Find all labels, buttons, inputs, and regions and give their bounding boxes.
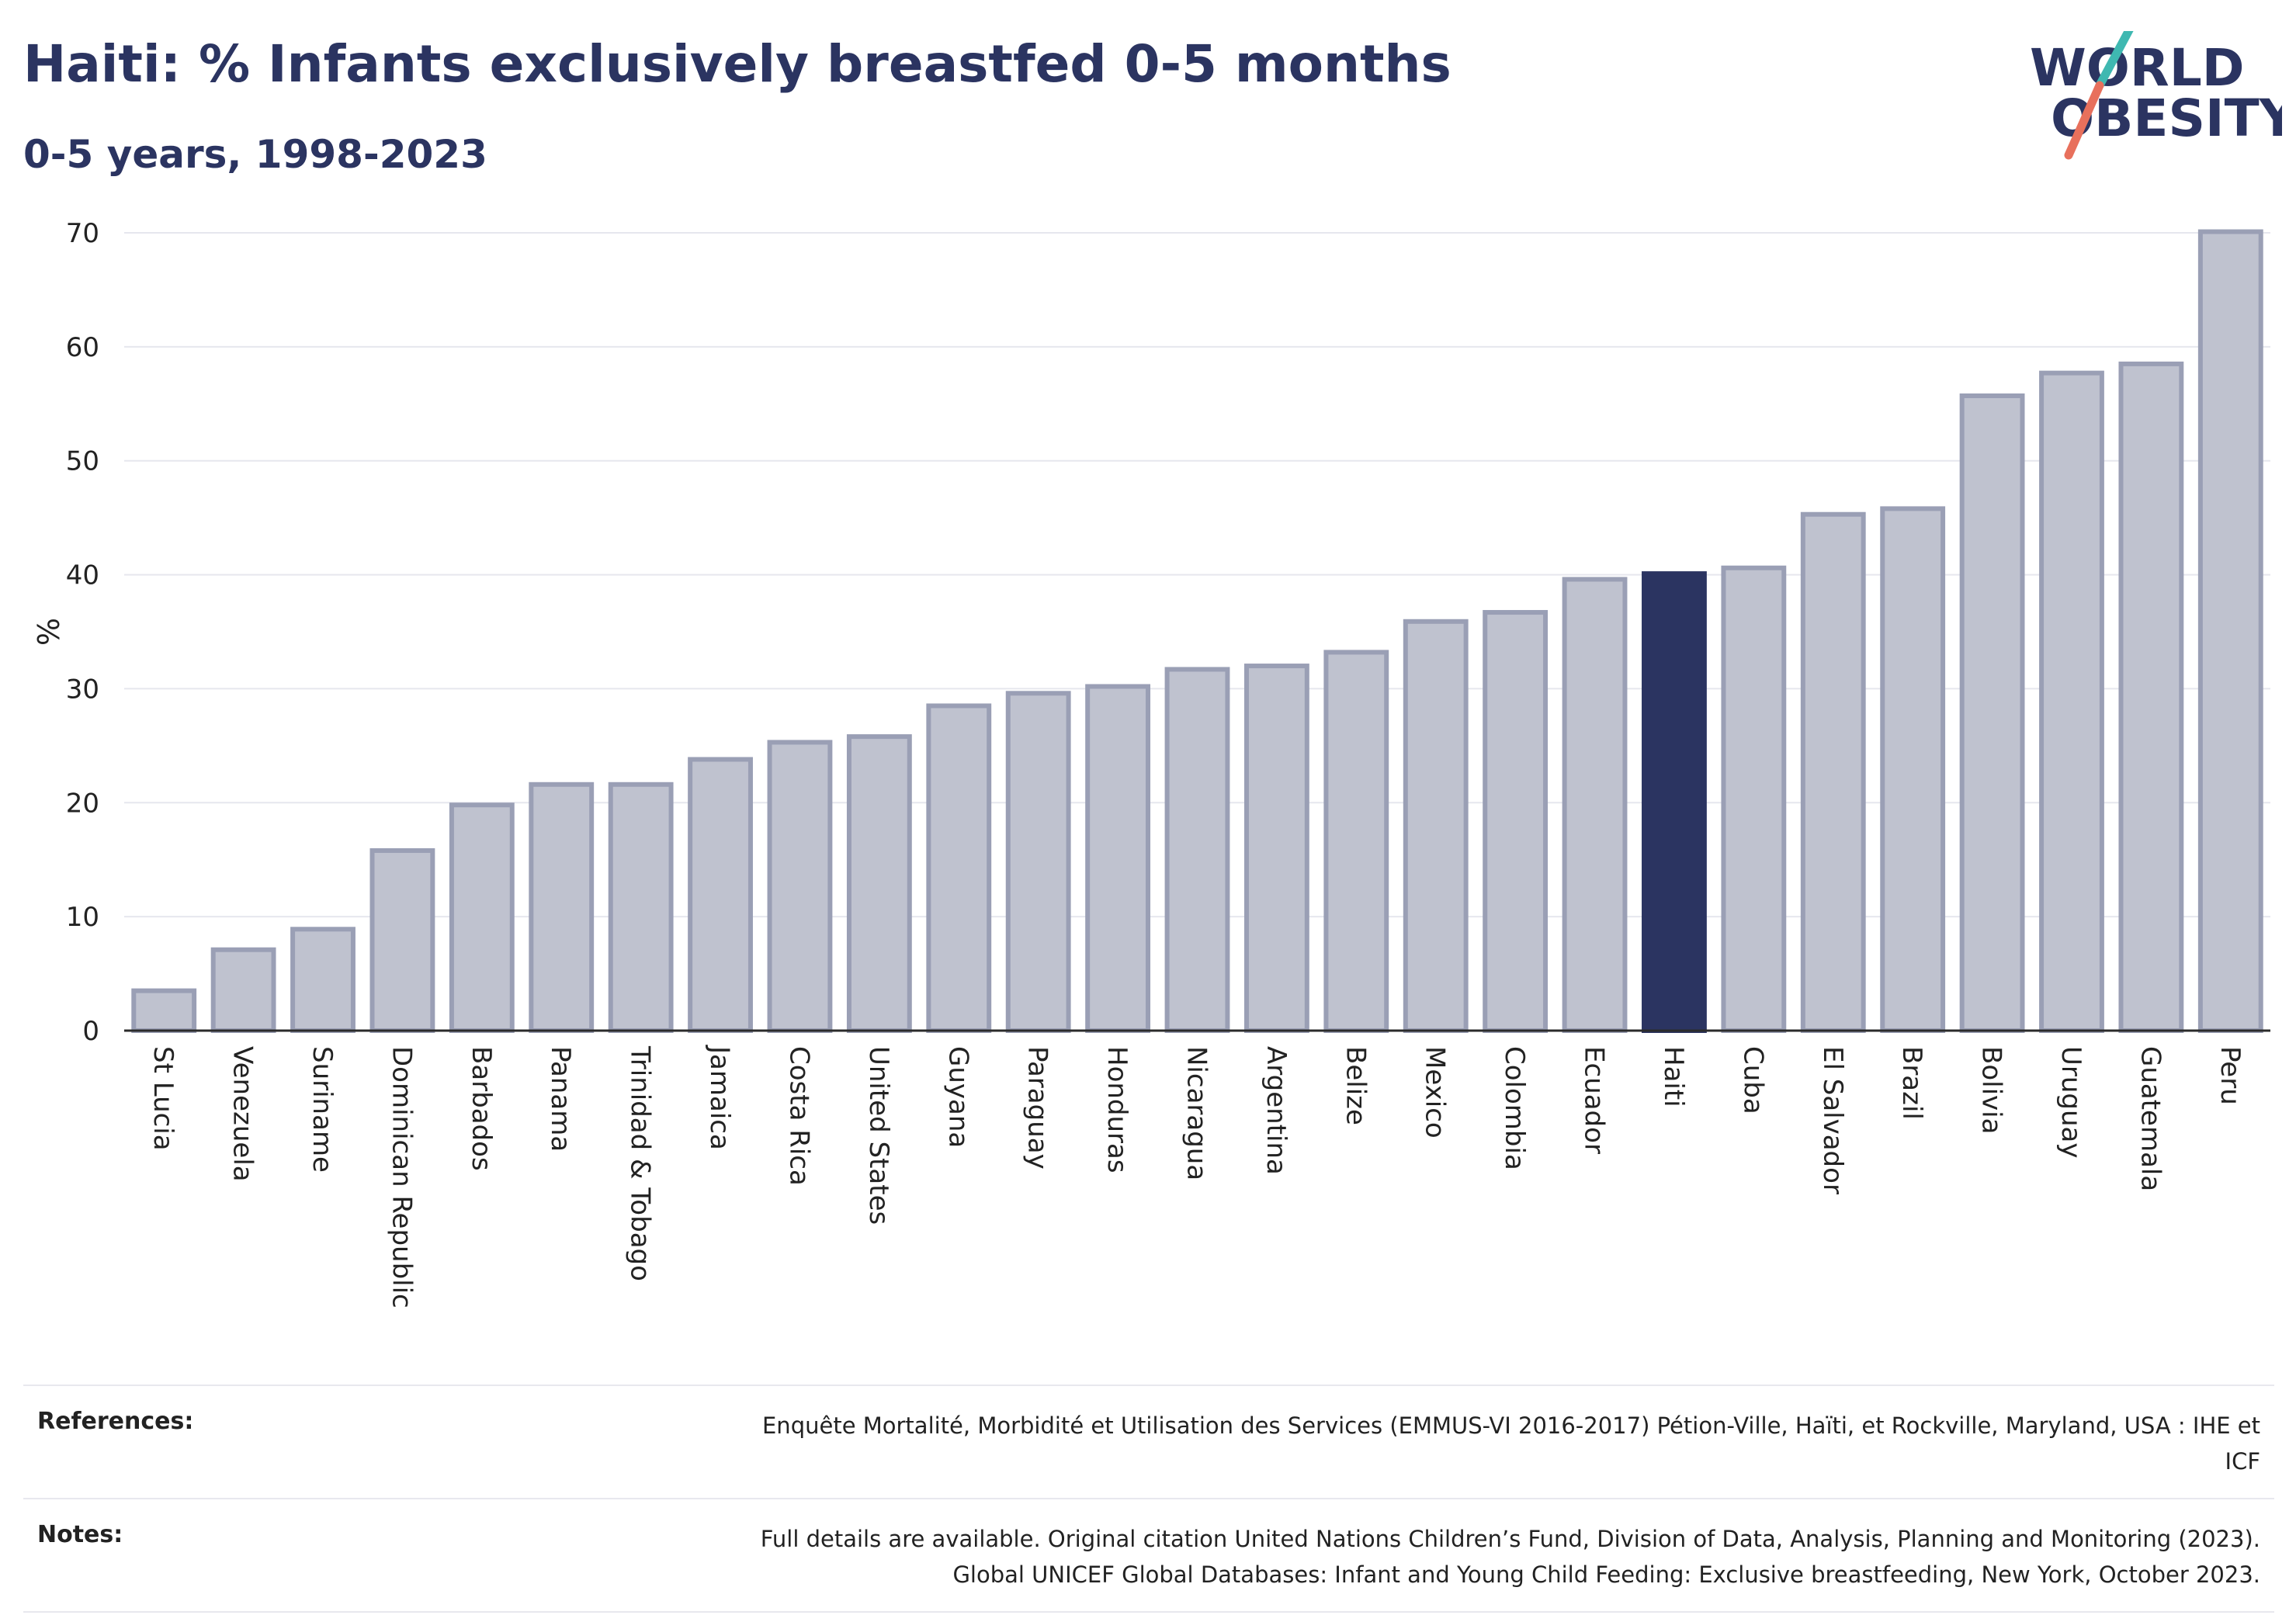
x-tick-label: Peru [2214, 1046, 2246, 1105]
x-tick-label: Paraguay [1022, 1046, 1053, 1170]
x-tick-label: Panama [545, 1046, 576, 1152]
bar-brazil [1880, 506, 1946, 1033]
y-tick-label: 30 [66, 674, 99, 705]
bars [131, 229, 2263, 1034]
notes-line-2: Global UNICEF Global Databases: Infant a… [952, 1561, 2260, 1588]
y-tick-label: 0 [82, 1016, 99, 1047]
bar-guyana [926, 703, 992, 1033]
logo-slash-bottom [2064, 81, 2104, 160]
bar-united-states [846, 734, 912, 1033]
bar-haiti [1642, 571, 1707, 1033]
y-tick-label: 50 [66, 446, 99, 477]
bar-el-salvador [1800, 511, 1866, 1033]
bar-chart: 0 10 20 30 40 50 60 70 St Lucia Venezuela Surinam… [30, 218, 2270, 1308]
notes-key: Notes: [37, 1521, 123, 1548]
x-axis-labels: St Lucia Venezuela Suriname Dominican Repub… [147, 1045, 2246, 1308]
bar-suriname [290, 927, 355, 1033]
x-tick-label: Jamaica [704, 1045, 735, 1150]
x-tick-label: Bolivia [1976, 1046, 2007, 1134]
x-tick-label: Ecuador [1579, 1046, 1610, 1154]
references-value: Enquête Mortalité, Morbidité et Utilisat… [270, 1408, 2260, 1479]
x-tick-label: Mexico [1420, 1046, 1451, 1139]
notes-line-1: Full details are available. Original cit… [760, 1526, 2260, 1552]
x-tick-label: Colombia [1499, 1046, 1530, 1170]
bar-st-lucia [131, 988, 197, 1033]
notes-value: Full details are available. Original cit… [270, 1521, 2260, 1593]
logo-slash-top [2095, 31, 2134, 90]
references-key: References: [37, 1408, 194, 1435]
bar-guatemala [2118, 361, 2184, 1033]
y-axis-label: % [30, 618, 64, 646]
bar-paraguay [1005, 691, 1071, 1033]
bar-venezuela [210, 947, 276, 1034]
y-tick-label: 10 [66, 902, 99, 933]
x-tick-label: Cuba [1737, 1046, 1768, 1114]
bar-jamaica [688, 757, 753, 1033]
bar-peru [2197, 229, 2263, 1034]
references-table: References: Enquête Mortalité, Morbidité… [23, 1385, 2274, 1613]
x-tick-label: Barbados [466, 1046, 497, 1171]
bar-barbados [449, 802, 515, 1034]
x-tick-label: Nicaragua [1181, 1046, 1212, 1180]
world-obesity-logo: WORLD OBESITY [2030, 31, 2282, 160]
x-tick-label: Haiti [1658, 1046, 1689, 1107]
x-tick-label: Guyana [942, 1046, 973, 1148]
y-tick-label: 20 [66, 788, 99, 819]
bar-costa-rica [767, 740, 833, 1033]
x-tick-label: Guatemala [2135, 1046, 2166, 1191]
x-tick-label: El Salvador [1817, 1046, 1848, 1194]
bar-colombia [1483, 610, 1549, 1033]
x-tick-label: Costa Rica [783, 1046, 814, 1186]
bar-argentina [1243, 664, 1309, 1033]
chart-title: Haiti: % Infants exclusively breastfed 0… [23, 34, 1451, 94]
x-tick-label: Argentina [1261, 1046, 1292, 1175]
x-tick-label: St Lucia [147, 1046, 179, 1151]
x-tick-label: Honduras [1101, 1046, 1132, 1173]
bar-belize [1323, 650, 1389, 1033]
x-tick-label: Suriname [307, 1046, 338, 1173]
bar-nicaragua [1164, 667, 1230, 1033]
bar-bolivia [1959, 393, 2025, 1033]
bar-panama [529, 782, 595, 1033]
notes-row: Notes: Full details are available. Origi… [23, 1498, 2274, 1613]
x-tick-label: Venezuela [227, 1046, 258, 1182]
y-tick-label: 40 [66, 560, 99, 591]
bar-cuba [1721, 565, 1787, 1033]
x-tick-label: United States [863, 1046, 894, 1225]
chart-subtitle: 0-5 years, 1998-2023 [23, 132, 487, 177]
bar-trinidad-tobago [608, 782, 674, 1033]
bar-mexico [1403, 619, 1469, 1033]
bar-uruguay [2039, 370, 2104, 1033]
references-line-2: ICF [2225, 1448, 2260, 1475]
x-tick-label: Trinidad & Tobago [625, 1045, 656, 1281]
bar-ecuador [1562, 577, 1628, 1033]
y-axis-ticks: 0 10 20 30 40 50 60 70 [66, 218, 99, 1047]
bar-dominican-republic [369, 847, 435, 1033]
y-tick-label: 60 [66, 332, 99, 363]
x-tick-label: Brazil [1896, 1046, 1927, 1120]
x-tick-label: Belize [1340, 1046, 1371, 1125]
bar-honduras [1085, 684, 1151, 1034]
y-tick-label: 70 [66, 218, 99, 249]
x-tick-label: Dominican Republic [386, 1046, 417, 1308]
x-tick-label: Uruguay [2055, 1046, 2086, 1159]
references-row: References: Enquête Mortalité, Morbidité… [23, 1385, 2274, 1498]
logo-line-1: WORLD [2030, 38, 2245, 98]
references-line-1: Enquête Mortalité, Morbidité et Utilisat… [761, 1412, 2260, 1439]
